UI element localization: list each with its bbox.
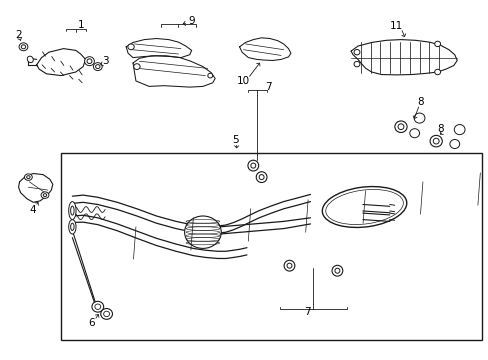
- Text: 7: 7: [264, 82, 271, 92]
- Text: 11: 11: [388, 21, 402, 31]
- Ellipse shape: [413, 113, 424, 123]
- Text: 2: 2: [15, 30, 22, 40]
- Ellipse shape: [331, 265, 342, 276]
- Ellipse shape: [184, 216, 221, 248]
- Ellipse shape: [334, 268, 339, 273]
- Ellipse shape: [133, 64, 140, 69]
- Ellipse shape: [95, 304, 101, 310]
- Ellipse shape: [27, 56, 33, 63]
- Ellipse shape: [259, 175, 264, 180]
- Ellipse shape: [26, 176, 30, 179]
- Ellipse shape: [96, 65, 100, 69]
- Ellipse shape: [434, 69, 440, 75]
- Ellipse shape: [353, 49, 359, 55]
- Ellipse shape: [41, 192, 49, 198]
- Ellipse shape: [250, 163, 255, 168]
- Ellipse shape: [429, 135, 441, 147]
- Text: 8: 8: [416, 96, 423, 107]
- Ellipse shape: [284, 260, 294, 271]
- Ellipse shape: [101, 309, 112, 319]
- Ellipse shape: [19, 43, 28, 51]
- Ellipse shape: [394, 121, 406, 132]
- Text: 10: 10: [237, 76, 249, 86]
- Ellipse shape: [21, 45, 25, 49]
- Ellipse shape: [93, 63, 102, 71]
- Ellipse shape: [68, 220, 76, 234]
- Ellipse shape: [353, 62, 359, 67]
- Ellipse shape: [453, 125, 464, 135]
- Text: 3: 3: [102, 56, 108, 66]
- Ellipse shape: [434, 41, 440, 46]
- Bar: [61, 153, 481, 340]
- Ellipse shape: [68, 202, 76, 220]
- Ellipse shape: [103, 311, 109, 317]
- Ellipse shape: [397, 124, 403, 130]
- Ellipse shape: [70, 223, 74, 230]
- Ellipse shape: [449, 139, 459, 148]
- Ellipse shape: [432, 138, 438, 144]
- Ellipse shape: [325, 189, 403, 225]
- Ellipse shape: [70, 206, 74, 215]
- Text: 1: 1: [77, 20, 84, 30]
- Text: 6: 6: [88, 318, 95, 328]
- Ellipse shape: [43, 194, 47, 197]
- Ellipse shape: [127, 44, 134, 50]
- Ellipse shape: [409, 129, 419, 138]
- Ellipse shape: [207, 73, 212, 78]
- Ellipse shape: [256, 172, 266, 183]
- Ellipse shape: [92, 301, 103, 312]
- Ellipse shape: [286, 263, 291, 268]
- Ellipse shape: [322, 186, 406, 228]
- Ellipse shape: [87, 59, 92, 63]
- Ellipse shape: [84, 57, 94, 66]
- Text: 8: 8: [436, 124, 443, 134]
- Text: 9: 9: [188, 16, 195, 26]
- Ellipse shape: [24, 174, 32, 180]
- Text: 7: 7: [303, 307, 310, 318]
- Text: 5: 5: [232, 135, 239, 145]
- Text: 4: 4: [29, 204, 36, 215]
- Ellipse shape: [247, 160, 258, 171]
